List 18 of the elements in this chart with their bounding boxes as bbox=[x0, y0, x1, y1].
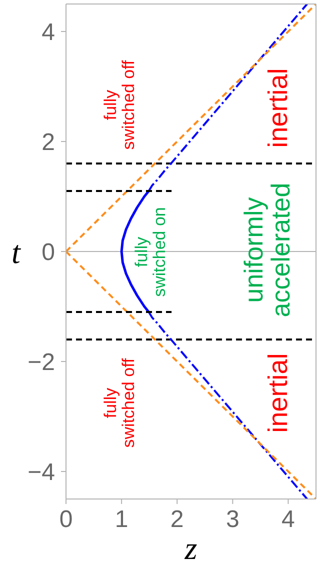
annotation: fully switched off bbox=[101, 60, 138, 150]
x-axis-title: z bbox=[184, 530, 198, 566]
y-tick-label: 4 bbox=[42, 19, 55, 46]
y-tick-label: 2 bbox=[42, 129, 55, 156]
x-tick-label: 2 bbox=[170, 506, 184, 534]
annotation: inertial bbox=[262, 68, 293, 148]
y-tick-label: −4 bbox=[28, 459, 55, 486]
y-tick-label: 0 bbox=[42, 239, 55, 266]
annotation: inertial bbox=[262, 353, 293, 433]
x-tick-label: 3 bbox=[226, 506, 240, 534]
annotation: fully switched off bbox=[101, 358, 138, 448]
x-tick-label: 1 bbox=[114, 506, 128, 534]
annotation: uniformly accelerated bbox=[238, 182, 296, 318]
y-tick-label: −2 bbox=[28, 349, 55, 376]
x-tick-label: 0 bbox=[59, 506, 73, 534]
annotation: fully switched on bbox=[132, 207, 169, 297]
x-tick-label: 4 bbox=[282, 506, 295, 534]
y-axis-title: t bbox=[10, 234, 22, 270]
